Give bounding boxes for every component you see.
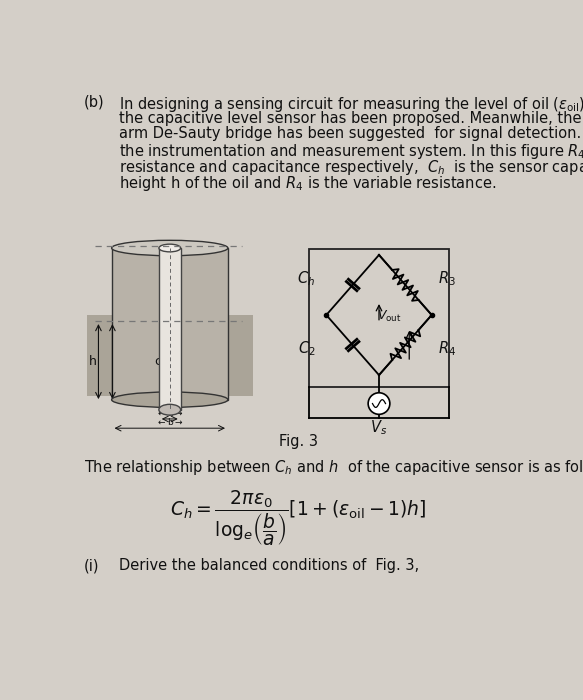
Text: height h of the oil and $R_4$ is the variable resistance.: height h of the oil and $R_4$ is the var… [120,174,497,192]
Text: $C_h = \dfrac{2\pi\varepsilon_0}{\log_e\!\left(\dfrac{b}{a}\right)}\left[1+(\var: $C_h = \dfrac{2\pi\varepsilon_0}{\log_e\… [170,489,427,548]
Ellipse shape [159,405,181,415]
Text: The relationship between $C_h$ and $h$  of the capacitive sensor is as follows:: The relationship between $C_h$ and $h$ o… [84,458,583,477]
Text: In designing a sensing circuit for measuring the level of oil ($\varepsilon_{\rm: In designing a sensing circuit for measu… [120,94,583,114]
Text: resistance and capacitance respectively,  $C_h$  is the sensor capacitance at a: resistance and capacitance respectively,… [120,158,583,177]
Text: $V_s$: $V_s$ [370,418,388,437]
Text: $\leftarrow$a$\rightarrow$: $\leftarrow$a$\rightarrow$ [156,410,184,418]
Bar [159,248,181,410]
Text: $R_4$: $R_4$ [438,340,456,358]
Text: $V_{\rm out}$: $V_{\rm out}$ [377,309,401,324]
Text: (b): (b) [84,94,104,110]
Text: h: h [89,355,97,368]
Text: Derive the balanced conditions of  Fig. 3,: Derive the balanced conditions of Fig. 3… [120,559,420,573]
Bar [111,248,228,400]
Text: the capacitive level sensor has been proposed. Meanwhile, the simplified four-: the capacitive level sensor has been pro… [120,111,583,125]
Bar [309,248,449,386]
Text: $C_h$: $C_h$ [297,270,315,288]
Text: (i): (i) [84,559,99,573]
Text: $R_3$: $R_3$ [438,270,456,288]
Text: Fig. 3: Fig. 3 [279,433,318,449]
Circle shape [368,393,390,414]
Bar [87,315,254,396]
Text: c: c [154,355,161,368]
Text: arm De-Sauty bridge has been suggested  for signal detection. Figure 3 shows: arm De-Sauty bridge has been suggested f… [120,126,583,141]
Text: $\leftarrow$b$\rightarrow$: $\leftarrow$b$\rightarrow$ [156,416,184,428]
Text: the instrumentation and measurement system. In this figure $R_4$ and $C_2$ are p: the instrumentation and measurement syst… [120,142,583,161]
Ellipse shape [111,392,228,407]
Ellipse shape [111,240,228,256]
Text: $C_2$: $C_2$ [298,340,315,358]
Ellipse shape [159,244,181,252]
